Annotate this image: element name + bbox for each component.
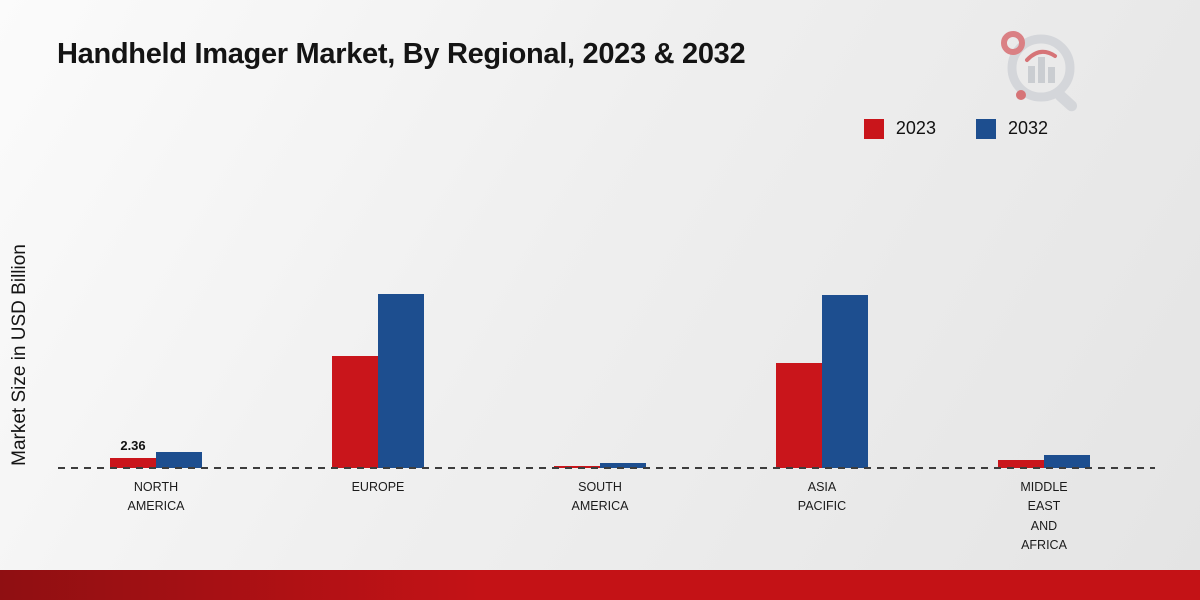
bar-group-south-america bbox=[489, 138, 711, 468]
magnifier-chart-icon bbox=[1001, 31, 1078, 112]
category-label-middle-east-and-africa: MIDDLE EAST AND AFRICA bbox=[1020, 480, 1068, 553]
bar-2032-asia-pacific bbox=[822, 295, 868, 468]
bar-2032-middle-east-and-africa bbox=[1044, 455, 1090, 468]
bar-2032-europe bbox=[378, 294, 424, 468]
brand-logo bbox=[992, 26, 1088, 121]
legend: 2023 2032 bbox=[863, 118, 1048, 139]
bar-group-middle-east-and-africa bbox=[933, 138, 1155, 468]
category-label-europe: EUROPE bbox=[351, 480, 405, 494]
legend-swatch-2023 bbox=[863, 118, 884, 139]
bar-group-north-america: 2.36 bbox=[45, 138, 267, 468]
bar-2032-south-america bbox=[600, 463, 646, 468]
x-axis-category-labels: NORTH AMERICA EUROPE SOUTH AMERICA ASIA PACIFI… bbox=[45, 478, 1155, 556]
bar-2023-north-america: 2.36 bbox=[110, 438, 156, 468]
plot-area: 2.36 bbox=[45, 138, 1155, 468]
legend-label-2023: 2023 bbox=[895, 118, 936, 138]
footer-bar bbox=[0, 570, 1200, 600]
category-label-south-america: SOUTH AMERICA bbox=[571, 480, 629, 514]
bar-2032-north-america bbox=[156, 452, 202, 468]
legend-item-2032: 2032 bbox=[975, 118, 1048, 139]
category-label-asia-pacific: ASIA PACIFIC bbox=[797, 480, 847, 514]
bar-2023-asia-pacific bbox=[776, 363, 822, 468]
bar-value-label: 2.36 bbox=[120, 438, 146, 453]
category-label-north-america: NORTH AMERICA bbox=[127, 480, 185, 514]
x-axis-baseline bbox=[58, 467, 1155, 469]
bar-2023-europe bbox=[332, 356, 378, 468]
bar-group-asia-pacific bbox=[711, 138, 933, 468]
y-axis-label: Market Size in USD Billion bbox=[9, 244, 30, 466]
bar-group-europe bbox=[267, 138, 489, 468]
legend-item-2023: 2023 bbox=[863, 118, 936, 139]
chart-title: Handheld Imager Market, By Regional, 202… bbox=[57, 38, 746, 70]
legend-label-2032: 2032 bbox=[1007, 118, 1048, 138]
bar-2023-middle-east-and-africa bbox=[998, 460, 1044, 468]
legend-swatch-2032 bbox=[975, 118, 996, 139]
